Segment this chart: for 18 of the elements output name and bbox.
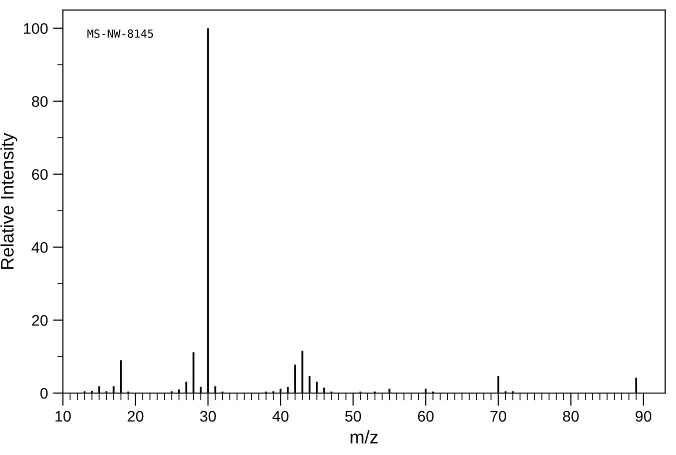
y-tick-label: 0 [40,388,48,399]
annotation: MS-NW-8145 [87,29,153,38]
x-tick-label: 70 [490,410,506,422]
x-tick-label: 50 [345,410,362,422]
x-tick-label: 80 [563,410,579,422]
y-tick-label: 20 [32,315,48,326]
x-tick-label: 30 [200,410,216,422]
x-axis-title: m/z [350,430,378,444]
x-tick-label: 20 [128,410,144,422]
y-tick-label: 100 [24,23,48,34]
y-tick-label: 80 [32,96,48,107]
y-tick-label: 60 [32,169,48,180]
x-tick-label: 90 [636,410,652,422]
y-tick-label: 40 [32,242,48,253]
y-axis-title: Relative Intensity [0,132,18,269]
x-tick-label: 60 [418,410,434,422]
x-tick-label: 40 [272,410,288,422]
x-tick-label: 10 [56,410,71,422]
